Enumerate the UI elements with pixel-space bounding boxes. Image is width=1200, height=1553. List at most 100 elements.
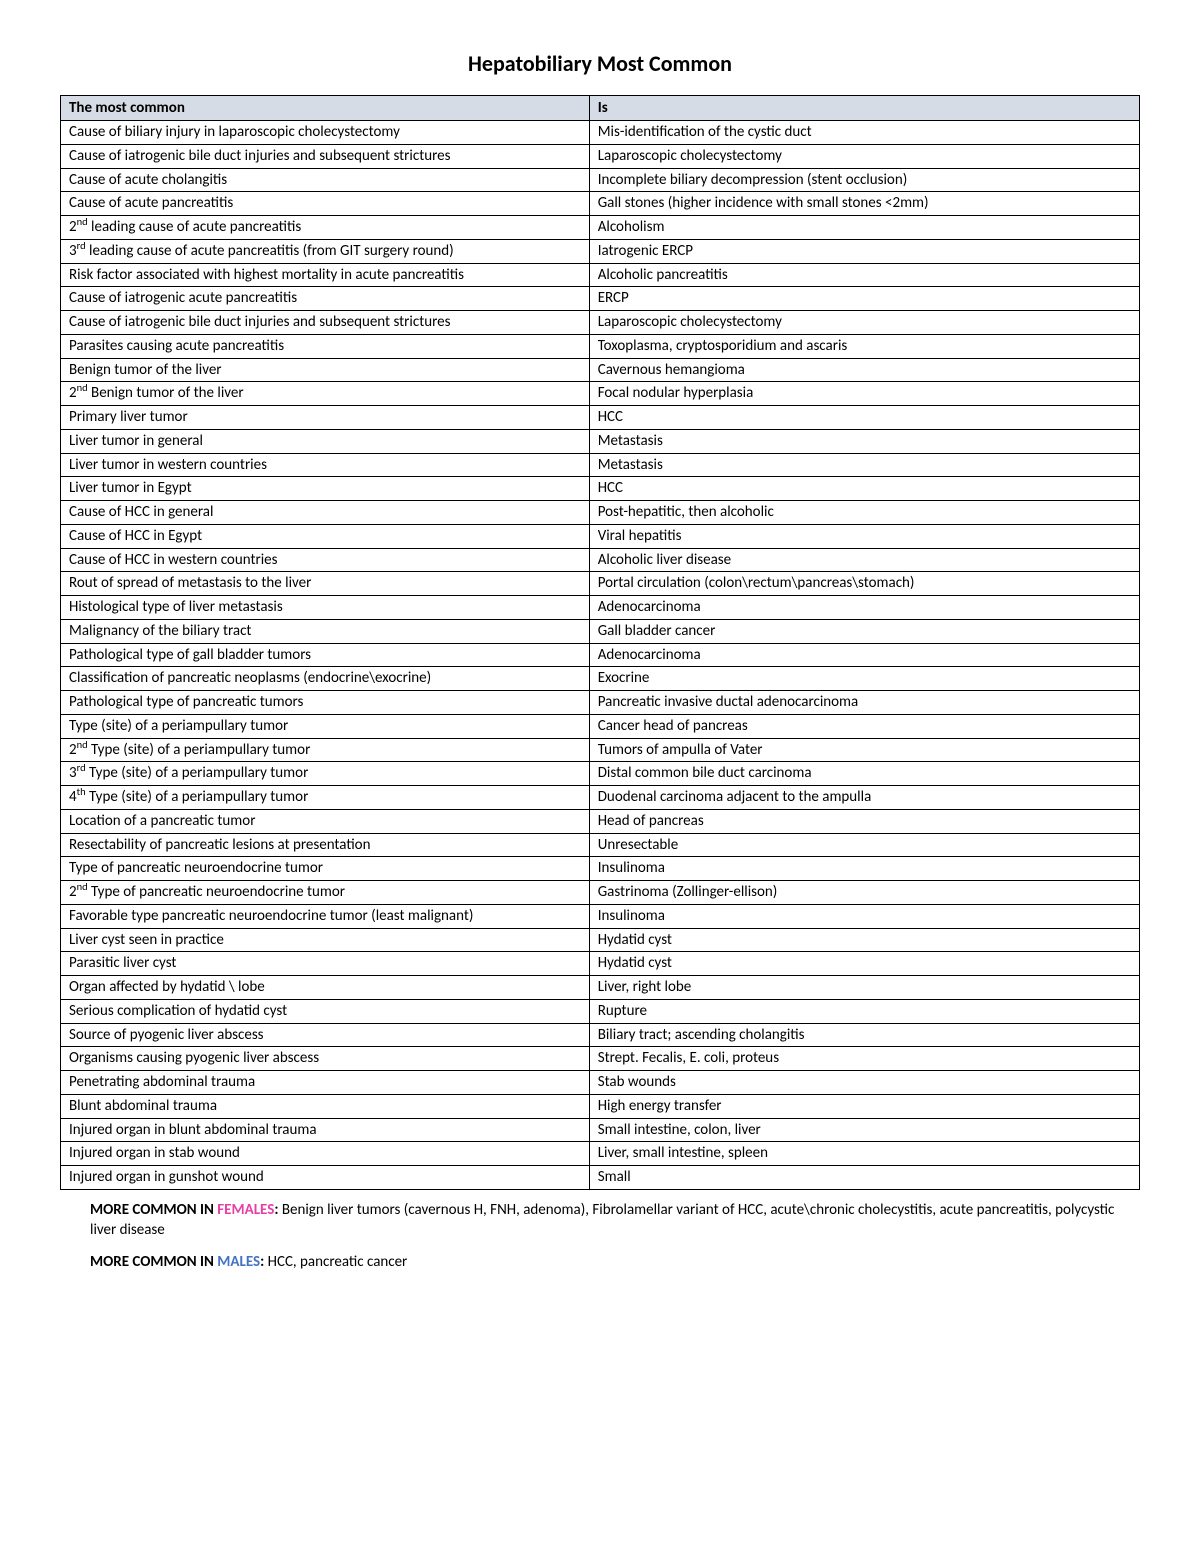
cell-left: Organ affected by hydatid \ lobe bbox=[61, 976, 590, 1000]
cell-left: Cause of acute cholangitis bbox=[61, 168, 590, 192]
cell-right: Cancer head of pancreas bbox=[589, 714, 1139, 738]
cell-left: Cause of acute pancreatitis bbox=[61, 192, 590, 216]
cell-right: Gall bladder cancer bbox=[589, 619, 1139, 643]
table-row: Liver cyst seen in practiceHydatid cyst bbox=[61, 928, 1140, 952]
table-row: Penetrating abdominal traumaStab wounds bbox=[61, 1071, 1140, 1095]
cell-right: Tumors of ampulla of Vater bbox=[589, 738, 1139, 762]
table-row: Liver tumor in western countriesMetastas… bbox=[61, 453, 1140, 477]
table-row: Favorable type pancreatic neuroendocrine… bbox=[61, 904, 1140, 928]
table-row: Blunt abdominal traumaHigh energy transf… bbox=[61, 1094, 1140, 1118]
males-highlight: MALES bbox=[217, 1253, 260, 1271]
cell-left: Risk factor associated with highest mort… bbox=[61, 263, 590, 287]
cell-right: Alcoholic liver disease bbox=[589, 548, 1139, 572]
cell-right: HCC bbox=[589, 477, 1139, 501]
cell-right: Metastasis bbox=[589, 429, 1139, 453]
column-header-left: The most common bbox=[61, 96, 590, 121]
cell-right: Rupture bbox=[589, 999, 1139, 1023]
cell-left: Type (site) of a periampullary tumor bbox=[61, 714, 590, 738]
main-table: The most common Is Cause of biliary inju… bbox=[60, 95, 1140, 1190]
cell-left: Injured organ in gunshot wound bbox=[61, 1166, 590, 1190]
cell-left: Liver tumor in general bbox=[61, 429, 590, 453]
cell-right: Pancreatic invasive ductal adenocarcinom… bbox=[589, 691, 1139, 715]
table-row: Pathological type of gall bladder tumors… bbox=[61, 643, 1140, 667]
cell-left: Penetrating abdominal trauma bbox=[61, 1071, 590, 1095]
cell-right: Hydatid cyst bbox=[589, 952, 1139, 976]
cell-right: Head of pancreas bbox=[589, 809, 1139, 833]
cell-right: Insulinoma bbox=[589, 857, 1139, 881]
cell-right: ERCP bbox=[589, 287, 1139, 311]
cell-right: Toxoplasma, cryptosporidium and ascaris bbox=[589, 334, 1139, 358]
footnote-suffix: : bbox=[260, 1253, 268, 1271]
table-row: Type (site) of a periampullary tumorCanc… bbox=[61, 714, 1140, 738]
cell-left: 2nd leading cause of acute pancreatitis bbox=[61, 216, 590, 240]
cell-left: Blunt abdominal trauma bbox=[61, 1094, 590, 1118]
cell-right: Duodenal carcinoma adjacent to the ampul… bbox=[589, 786, 1139, 810]
table-row: Cause of HCC in western countriesAlcohol… bbox=[61, 548, 1140, 572]
cell-left: Malignancy of the biliary tract bbox=[61, 619, 590, 643]
cell-left: Type of pancreatic neuroendocrine tumor bbox=[61, 857, 590, 881]
cell-right: Unresectable bbox=[589, 833, 1139, 857]
cell-left: 4th Type (site) of a periampullary tumor bbox=[61, 786, 590, 810]
cell-right: Distal common bile duct carcinoma bbox=[589, 762, 1139, 786]
cell-right: Focal nodular hyperplasia bbox=[589, 382, 1139, 406]
cell-left: Liver cyst seen in practice bbox=[61, 928, 590, 952]
footnote-label: MORE COMMON IN bbox=[90, 1201, 217, 1219]
cell-left: Cause of iatrogenic bile duct injuries a… bbox=[61, 311, 590, 335]
table-row: Location of a pancreatic tumorHead of pa… bbox=[61, 809, 1140, 833]
page-title: Hepatobiliary Most Common bbox=[60, 50, 1140, 77]
table-row: Rout of spread of metastasis to the live… bbox=[61, 572, 1140, 596]
cell-right: Laparoscopic cholecystectomy bbox=[589, 144, 1139, 168]
cell-left: Location of a pancreatic tumor bbox=[61, 809, 590, 833]
cell-right: Stab wounds bbox=[589, 1071, 1139, 1095]
cell-left: Benign tumor of the liver bbox=[61, 358, 590, 382]
table-header-row: The most common Is bbox=[61, 96, 1140, 121]
cell-left: Cause of HCC in Egypt bbox=[61, 524, 590, 548]
table-row: Cause of acute pancreatitisGall stones (… bbox=[61, 192, 1140, 216]
table-row: Resectability of pancreatic lesions at p… bbox=[61, 833, 1140, 857]
cell-left: Classification of pancreatic neoplasms (… bbox=[61, 667, 590, 691]
table-row: Injured organ in gunshot woundSmall bbox=[61, 1166, 1140, 1190]
cell-right: Laparoscopic cholecystectomy bbox=[589, 311, 1139, 335]
cell-left: Cause of HCC in general bbox=[61, 501, 590, 525]
cell-left: 2nd Type (site) of a periampullary tumor bbox=[61, 738, 590, 762]
table-row: 2nd Type of pancreatic neuroendocrine tu… bbox=[61, 881, 1140, 905]
table-row: Cause of HCC in generalPost-hepatitic, t… bbox=[61, 501, 1140, 525]
cell-right: Adenocarcinoma bbox=[589, 596, 1139, 620]
table-row: Cause of iatrogenic acute pancreatitisER… bbox=[61, 287, 1140, 311]
cell-left: Resectability of pancreatic lesions at p… bbox=[61, 833, 590, 857]
cell-left: Cause of biliary injury in laparoscopic … bbox=[61, 121, 590, 145]
cell-right: Liver, right lobe bbox=[589, 976, 1139, 1000]
cell-left: Cause of iatrogenic acute pancreatitis bbox=[61, 287, 590, 311]
cell-right: Small intestine, colon, liver bbox=[589, 1118, 1139, 1142]
cell-left: 2nd Benign tumor of the liver bbox=[61, 382, 590, 406]
table-row: Injured organ in stab woundLiver, small … bbox=[61, 1142, 1140, 1166]
cell-left: Serious complication of hydatid cyst bbox=[61, 999, 590, 1023]
cell-left: Injured organ in stab wound bbox=[61, 1142, 590, 1166]
footnote-label: MORE COMMON IN bbox=[90, 1253, 217, 1271]
table-body: Cause of biliary injury in laparoscopic … bbox=[61, 121, 1140, 1190]
cell-left: Parasitic liver cyst bbox=[61, 952, 590, 976]
table-row: Pathological type of pancreatic tumorsPa… bbox=[61, 691, 1140, 715]
table-row: Cause of iatrogenic bile duct injuries a… bbox=[61, 144, 1140, 168]
table-row: Organ affected by hydatid \ lobeLiver, r… bbox=[61, 976, 1140, 1000]
cell-left: Parasites causing acute pancreatitis bbox=[61, 334, 590, 358]
footnotes: MORE COMMON IN FEMALES: Benign liver tum… bbox=[90, 1200, 1140, 1273]
table-row: Liver tumor in generalMetastasis bbox=[61, 429, 1140, 453]
cell-right: Iatrogenic ERCP bbox=[589, 239, 1139, 263]
cell-right: Exocrine bbox=[589, 667, 1139, 691]
table-row: Risk factor associated with highest mort… bbox=[61, 263, 1140, 287]
table-row: Cause of acute cholangitisIncomplete bil… bbox=[61, 168, 1140, 192]
cell-right: Cavernous hemangioma bbox=[589, 358, 1139, 382]
table-row: Parasites causing acute pancreatitisToxo… bbox=[61, 334, 1140, 358]
cell-left: 3rd Type (site) of a periampullary tumor bbox=[61, 762, 590, 786]
table-row: Cause of biliary injury in laparoscopic … bbox=[61, 121, 1140, 145]
table-row: Serious complication of hydatid cystRupt… bbox=[61, 999, 1140, 1023]
table-row: Source of pyogenic liver abscessBiliary … bbox=[61, 1023, 1140, 1047]
cell-right: Viral hepatitis bbox=[589, 524, 1139, 548]
cell-left: Rout of spread of metastasis to the live… bbox=[61, 572, 590, 596]
cell-right: Strept. Fecalis, E. coli, proteus bbox=[589, 1047, 1139, 1071]
table-row: Cause of iatrogenic bile duct injuries a… bbox=[61, 311, 1140, 335]
cell-right: Metastasis bbox=[589, 453, 1139, 477]
cell-right: Adenocarcinoma bbox=[589, 643, 1139, 667]
table-row: 3rd leading cause of acute pancreatitis … bbox=[61, 239, 1140, 263]
